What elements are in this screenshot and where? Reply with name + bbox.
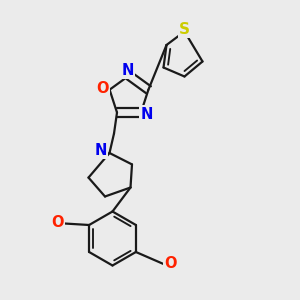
Text: N: N (121, 63, 134, 78)
Text: O: O (52, 215, 64, 230)
Text: O: O (97, 81, 109, 96)
Text: N: N (94, 143, 107, 158)
Text: N: N (140, 106, 153, 122)
Text: S: S (179, 22, 190, 37)
Text: O: O (164, 256, 176, 272)
